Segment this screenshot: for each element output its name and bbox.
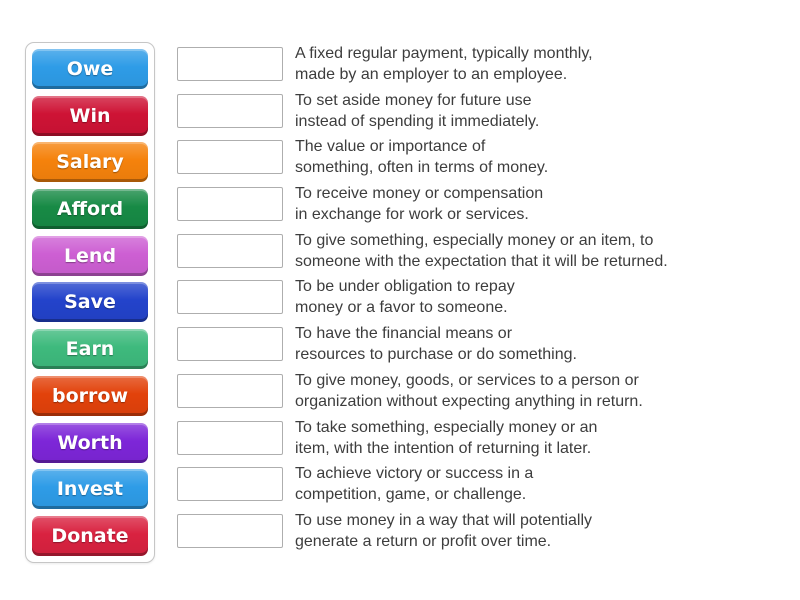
definition-row: The value or importance of something, oft… <box>177 136 668 178</box>
definition-text: To give something, especially money or a… <box>295 230 668 272</box>
definition-line: The value or importance of <box>295 138 486 156</box>
answer-slot[interactable] <box>177 467 283 502</box>
definition-text: To set aside money for future use instead… <box>295 90 539 132</box>
answer-slot[interactable] <box>177 140 283 175</box>
definition-line: made by an employer to an employee. <box>295 66 568 83</box>
definition-line: generate a return or profit over time. <box>295 532 552 550</box>
definition-line: something, often in terms of money. <box>295 159 549 177</box>
keyword-label: Owe <box>66 58 114 80</box>
definition-text: To take something, especially money or a… <box>295 417 597 459</box>
definition-line: money or a favor to someone. <box>295 299 508 317</box>
definition-row: To receive money or compensation in excha… <box>177 183 668 225</box>
keyword-label: Earn <box>65 338 115 361</box>
keyword-tile-lend[interactable]: Lend <box>32 235 148 276</box>
definition-line: competition, game, or challenge. <box>295 486 527 504</box>
answer-slot[interactable] <box>177 233 283 268</box>
definition-line: To use money in a way that will potentia… <box>295 511 593 529</box>
answer-slot[interactable] <box>177 47 283 81</box>
keyword-label: Worth <box>57 431 123 454</box>
answer-slot[interactable] <box>177 280 283 315</box>
definition-line: in exchange for work or services. <box>295 206 529 224</box>
keyword-tile-afford[interactable]: Afford <box>32 189 148 230</box>
keyword-tile-save[interactable]: Save <box>32 282 148 323</box>
answer-slot[interactable] <box>177 373 283 408</box>
definition-line: To set aside money for future use <box>295 91 532 109</box>
definitions-list: A fixed regular payment, typically month… <box>177 43 668 557</box>
answer-slot[interactable] <box>177 420 283 455</box>
definition-text: The value or importance of something, oft… <box>295 136 548 178</box>
definition-line: To receive money or compensation <box>295 185 544 203</box>
keyword-tile-invest[interactable]: Invest <box>32 469 148 510</box>
definition-row: A fixed regular payment, typically month… <box>177 43 668 85</box>
keyword-label: Save <box>64 291 116 314</box>
keyword-label: Invest <box>56 478 124 501</box>
keyword-label: Win <box>69 104 111 127</box>
definition-text: To use money in a way that will potentia… <box>295 510 592 552</box>
keyword-tile-win[interactable]: Win <box>32 95 148 136</box>
answer-slot[interactable] <box>177 327 283 362</box>
keyword-tile-salary[interactable]: Salary <box>32 142 148 183</box>
keywords-panel: Owe Win Salary Afford Lend Save Earn bor… <box>25 42 155 563</box>
definition-text: To give money, goods, or services to a p… <box>295 370 643 412</box>
definition-row: To be under obligation to repay money or … <box>177 276 668 318</box>
definition-row: To use money in a way that will potentia… <box>177 510 668 552</box>
keyword-label: Donate <box>51 524 129 547</box>
keyword-tile-donate[interactable]: Donate <box>32 515 148 556</box>
definition-row: To have the financial means or resources … <box>177 323 668 365</box>
answer-slot[interactable] <box>177 513 283 548</box>
keyword-tile-owe[interactable]: Owe <box>32 49 148 89</box>
definition-text: To achieve victory or success in a compet… <box>295 463 533 505</box>
keyword-tile-borrow[interactable]: borrow <box>32 375 148 416</box>
keyword-label: Lend <box>63 244 117 267</box>
definition-line: item, with the intention of returning it… <box>295 439 592 457</box>
definition-text: A fixed regular payment, typically month… <box>295 43 593 85</box>
definition-line: To give money, goods, or services to a p… <box>295 371 639 389</box>
definition-line: To take something, especially money or a… <box>295 418 598 436</box>
definition-line: To have the financial means or <box>295 325 513 343</box>
definition-line: instead of spending it immediately. <box>295 112 540 130</box>
definition-row: To give money, goods, or services to a p… <box>177 370 668 412</box>
definition-line: someone with the expectation that it wil… <box>295 252 668 270</box>
keyword-label: borrow <box>52 384 128 407</box>
definition-row: To give something, especially money or a… <box>177 230 668 272</box>
keyword-label: Afford <box>56 198 124 221</box>
keyword-tile-worth[interactable]: Worth <box>32 422 148 463</box>
keyword-label: Salary <box>56 151 124 174</box>
definition-line: To achieve victory or success in a <box>295 465 534 483</box>
definition-row: To take something, especially money or a… <box>177 417 668 459</box>
definition-text: To have the financial means or resources … <box>295 323 577 365</box>
definition-text: To be under obligation to repay money or … <box>295 276 515 318</box>
definition-line: organization without expecting anything … <box>295 392 643 410</box>
definition-row: To set aside money for future use instead… <box>177 90 668 132</box>
answer-slot[interactable] <box>177 187 283 222</box>
definition-line: resources to purchase or do something. <box>295 346 577 364</box>
definition-text: To receive money or compensation in excha… <box>295 183 543 225</box>
answer-slot[interactable] <box>177 93 283 128</box>
keyword-tile-earn[interactable]: Earn <box>32 329 148 370</box>
definition-row: To achieve victory or success in a compet… <box>177 463 668 505</box>
definition-line: A fixed regular payment, typically month… <box>295 45 593 62</box>
definition-line: To give something, especially money or a… <box>295 231 654 249</box>
definition-line: To be under obligation to repay <box>295 278 515 296</box>
